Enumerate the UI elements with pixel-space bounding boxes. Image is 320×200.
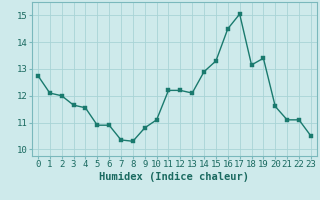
X-axis label: Humidex (Indice chaleur): Humidex (Indice chaleur) — [100, 172, 249, 182]
